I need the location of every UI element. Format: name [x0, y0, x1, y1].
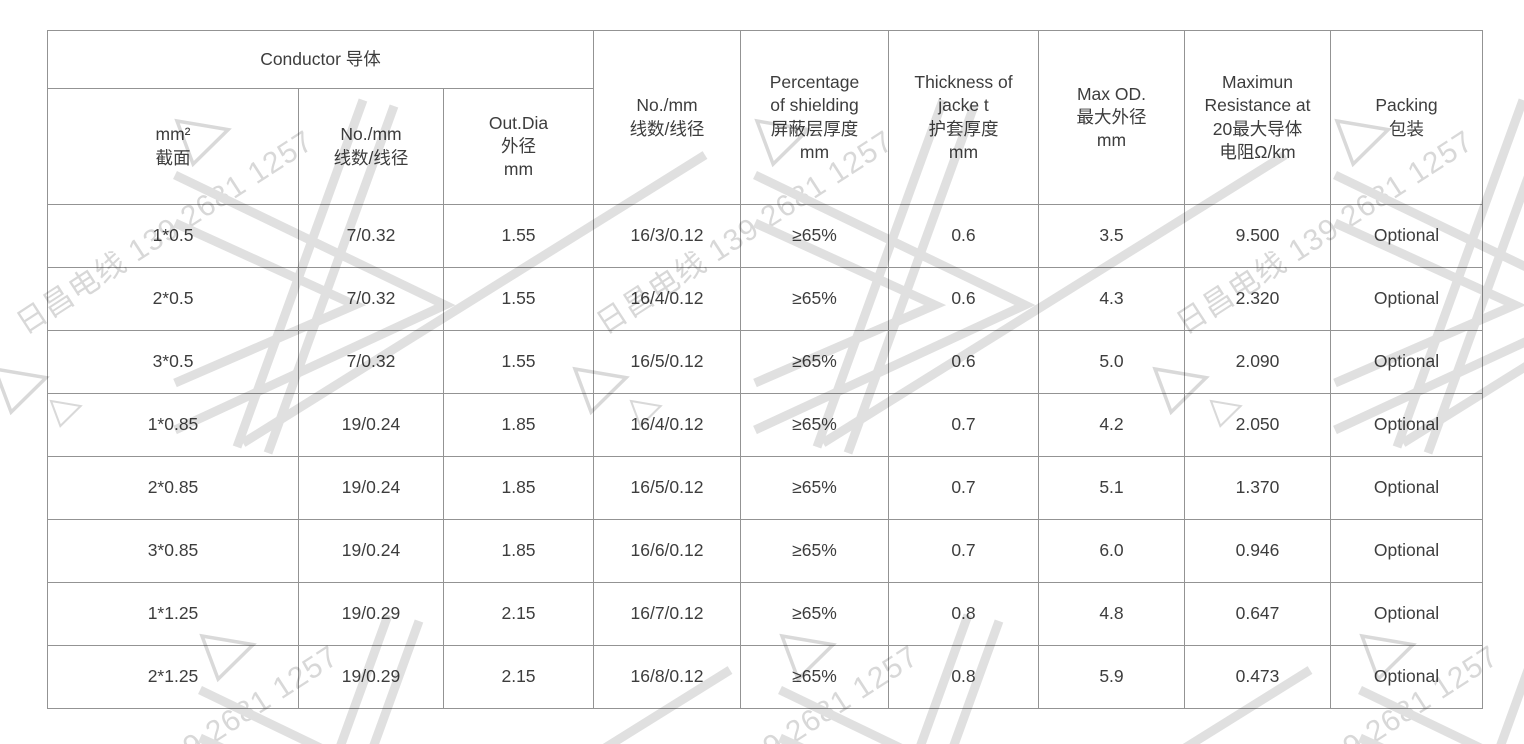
- cell: Optional: [1330, 267, 1483, 331]
- cell: ≥65%: [740, 645, 889, 709]
- cell: Optional: [1330, 645, 1483, 709]
- table-row: 1*1.25 19/0.29 2.15 16/7/0.12 ≥65% 0.8 4.8 0.64…: [47, 582, 1483, 646]
- cell: 0.473: [1184, 645, 1331, 709]
- cell: 4.8: [1038, 582, 1185, 646]
- cell: Optional: [1330, 204, 1483, 268]
- cell: Optional: [1330, 393, 1483, 457]
- cell: ≥65%: [740, 582, 889, 646]
- header-no-mm-conductor: No./mm 线数/线径: [298, 88, 444, 205]
- cell: 7/0.32: [298, 204, 444, 268]
- cell: 2*0.5: [47, 267, 299, 331]
- header-max-resistance: Maximun Resistance at 20最大导体 电阻Ω/km: [1184, 30, 1331, 205]
- cell: 1.370: [1184, 456, 1331, 520]
- cell: 16/4/0.12: [593, 267, 741, 331]
- cell: Optional: [1330, 519, 1483, 583]
- table-row: 2*0.57/0.321.5516/4/0.12≥65%0.64.32.320O…: [47, 267, 1483, 331]
- cell: 0.6: [888, 330, 1039, 394]
- cell: 0.7: [888, 519, 1039, 583]
- cell: 19/0.29: [298, 582, 444, 646]
- cable-spec-table: Conductor 导体 No./mm 线数/线径 Percentage of …: [47, 30, 1483, 709]
- header-packing: Packing 包装: [1330, 30, 1483, 205]
- cell: 1.55: [443, 330, 594, 394]
- cell: 5.1: [1038, 456, 1185, 520]
- cell: 19/0.24: [298, 393, 444, 457]
- cell: 6.0: [1038, 519, 1185, 583]
- cell: 0.946: [1184, 519, 1331, 583]
- cell: 0.6: [888, 204, 1039, 268]
- cell: 0.8: [888, 582, 1039, 646]
- header-jacket-thickness: Thickness of jacke t 护套厚度 mm: [888, 30, 1039, 205]
- cell: ≥65%: [740, 204, 889, 268]
- cell: 2.15: [443, 582, 594, 646]
- cell: 1*0.85: [47, 393, 299, 457]
- cell: 0.6: [888, 267, 1039, 331]
- table-row: 2*0.85 19/0.24 1.85 16/5/0.12 ≥65% 0.7 5.1 1.37…: [47, 456, 1483, 520]
- header-no-mm-shield: No./mm 线数/线径: [593, 30, 741, 205]
- cell: 16/4/0.12: [593, 393, 741, 457]
- cell: ≥65%: [740, 267, 889, 331]
- cell: 0.7: [888, 393, 1039, 457]
- cell: 1.55: [443, 267, 594, 331]
- cell: Optional: [1330, 456, 1483, 520]
- cell: 9.500: [1184, 204, 1331, 268]
- cell: 1*0.5: [47, 204, 299, 268]
- cell: 4.3: [1038, 267, 1185, 331]
- cell: 0.8: [888, 645, 1039, 709]
- header-mm2: mm² 截面: [47, 88, 299, 205]
- cell: 2.15: [443, 645, 594, 709]
- cell: 1.85: [443, 393, 594, 457]
- cell: 1*1.25: [47, 582, 299, 646]
- cell: 0.647: [1184, 582, 1331, 646]
- cell: 3*0.5: [47, 330, 299, 394]
- cell: 2.050: [1184, 393, 1331, 457]
- table-row: 3*0.5 7/0.32 1.55 16/5/0.12 ≥65% 0.6 5.0 2.090 O…: [47, 330, 1483, 394]
- cell: 7/0.32: [298, 267, 444, 331]
- cell: 19/0.24: [298, 519, 444, 583]
- cell: 2.320: [1184, 267, 1331, 331]
- header-out-dia: Out.Dia 外径 mm: [443, 88, 594, 205]
- cell: 1.55: [443, 204, 594, 268]
- cell: 16/7/0.12: [593, 582, 741, 646]
- cell: 19/0.24: [298, 456, 444, 520]
- cell: 16/5/0.12: [593, 456, 741, 520]
- cell: 2*0.85: [47, 456, 299, 520]
- cell: 16/8/0.12: [593, 645, 741, 709]
- cell: 1.85: [443, 519, 594, 583]
- cell: Optional: [1330, 330, 1483, 394]
- table-body: 1*0.57/0.321.5516/3/0.12≥65%0.63.59.500O…: [47, 204, 1483, 709]
- cell: Optional: [1330, 582, 1483, 646]
- table-row: 2*1.25 19/0.29 2.15 16/8/0.12 ≥65% 0.8 5.9 0.47…: [47, 645, 1483, 709]
- table-row: 3*0.85 19/0.24 1.85 16/6/0.12 ≥65% 0.7 6.0 0.94…: [47, 519, 1483, 583]
- cell: ≥65%: [740, 519, 889, 583]
- table-row: 1*0.85 19/0.24 1.85 16/4/0.12 ≥65% 0.7 4.2 2.05…: [47, 393, 1483, 457]
- header-shielding-percentage: Percentage of shielding 屏蔽层厚度 mm: [740, 30, 889, 205]
- cell: 3*0.85: [47, 519, 299, 583]
- cell: 4.2: [1038, 393, 1185, 457]
- cell: 3.5: [1038, 204, 1185, 268]
- cell: 1.85: [443, 456, 594, 520]
- cell: 7/0.32: [298, 330, 444, 394]
- table-row: 1*0.57/0.321.5516/3/0.12≥65%0.63.59.500O…: [47, 204, 1483, 268]
- header-max-od: Max OD. 最大外径 mm: [1038, 30, 1185, 205]
- cell: 2.090: [1184, 330, 1331, 394]
- cell: 16/6/0.12: [593, 519, 741, 583]
- cell: ≥65%: [740, 330, 889, 394]
- cell: 5.0: [1038, 330, 1185, 394]
- cell: 0.7: [888, 456, 1039, 520]
- cell: 2*1.25: [47, 645, 299, 709]
- cell: 5.9: [1038, 645, 1185, 709]
- header-conductor-group: Conductor 导体: [47, 30, 594, 89]
- cell: ≥65%: [740, 393, 889, 457]
- cell: 16/5/0.12: [593, 330, 741, 394]
- cell: ≥65%: [740, 456, 889, 520]
- cell: 16/3/0.12: [593, 204, 741, 268]
- cell: 19/0.29: [298, 645, 444, 709]
- spec-table: Conductor 导体 No./mm 线数/线径 Percentage of …: [47, 30, 1483, 709]
